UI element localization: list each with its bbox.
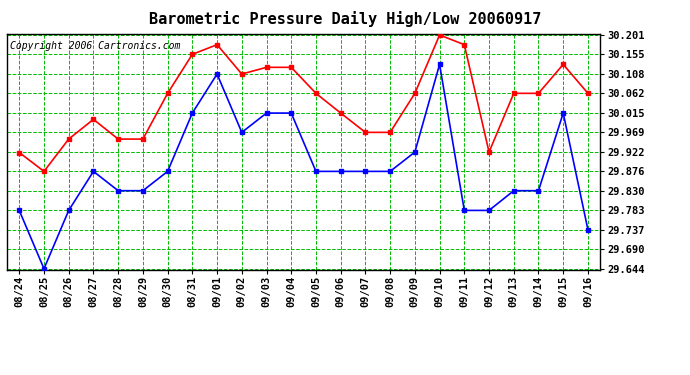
Text: Barometric Pressure Daily High/Low 20060917: Barometric Pressure Daily High/Low 20060… (149, 11, 541, 27)
Text: Copyright 2006 Cartronics.com: Copyright 2006 Cartronics.com (10, 41, 180, 51)
